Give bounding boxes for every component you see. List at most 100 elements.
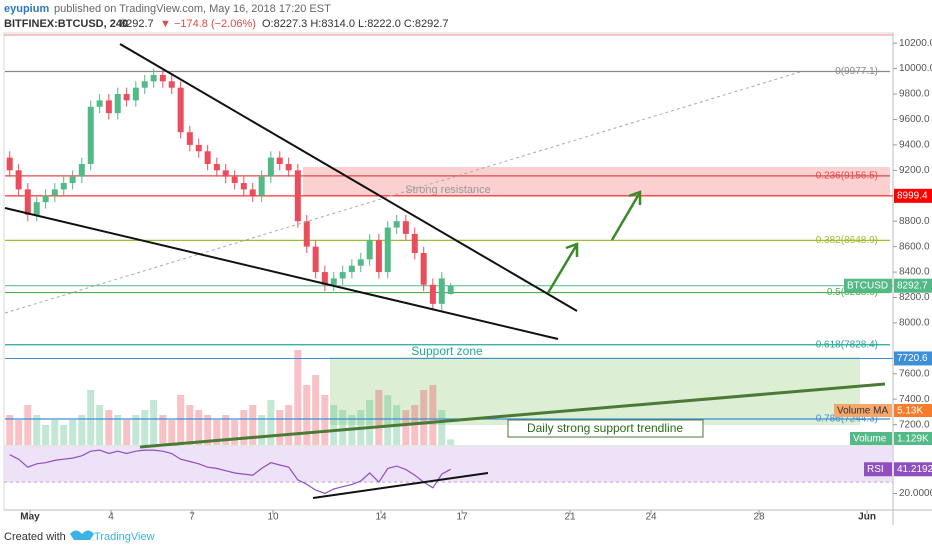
- volume-bar: [132, 415, 140, 445]
- candle-body: [222, 170, 229, 177]
- candle-body: [420, 252, 427, 285]
- rsi-band: [4, 447, 893, 483]
- y-tick-label: 10200.0: [899, 38, 932, 49]
- ohlc: O:8227.3 H:8314.0 L:8222.0 C:8292.7: [262, 18, 449, 30]
- candle-body: [150, 74, 157, 82]
- candle-body: [375, 240, 382, 273]
- candle-body: [258, 176, 265, 196]
- candle-body: [402, 221, 409, 234]
- arrow: [610, 190, 642, 241]
- y-tick-label: 8200.0: [899, 292, 930, 303]
- candle-body: [303, 221, 310, 247]
- volume-bar: [123, 420, 131, 445]
- candle-body: [195, 144, 202, 152]
- volume-bar: [69, 420, 77, 445]
- candle-body: [168, 81, 175, 88]
- last-price: 8292.7: [120, 18, 154, 30]
- volume-bar: [105, 410, 113, 445]
- volume-bar: [96, 405, 104, 445]
- y-tick-label: 7400.0: [899, 394, 930, 405]
- fib-trend-line: [4, 71, 801, 314]
- price-name-box: [844, 278, 892, 293]
- volume-name: Volume: [853, 434, 887, 445]
- fib-label: 0.236(9156.5): [816, 171, 878, 182]
- candle-body: [294, 170, 301, 222]
- y-tick-label: 8600.0: [899, 241, 930, 252]
- candle-body: [321, 272, 328, 285]
- price-label: 8292.7: [897, 280, 928, 291]
- volume-bar: [159, 415, 167, 445]
- x-tick-label: 14: [375, 512, 387, 523]
- candle-body: [60, 183, 67, 190]
- volume-bar: [240, 410, 248, 445]
- rsi-value-box: [894, 462, 932, 477]
- arrow: [546, 242, 579, 294]
- price-name: BTCUSD: [847, 280, 888, 291]
- candle-body: [393, 221, 400, 228]
- volume-bar: [24, 405, 32, 445]
- y-tick-label: 7200.0: [899, 419, 930, 430]
- volume-bar: [339, 410, 347, 445]
- candle-body: [384, 227, 391, 273]
- fib-label: 0.382(8648.9): [816, 235, 878, 246]
- candle-body: [24, 189, 31, 215]
- x-tick-label: 24: [645, 512, 657, 523]
- volume-bar: [78, 415, 86, 445]
- volume-bar: [6, 415, 14, 445]
- volume-bar: [51, 420, 59, 445]
- volume-bar: [168, 420, 176, 445]
- candle-body: [213, 163, 220, 171]
- volume-bar: [294, 350, 302, 445]
- change: ▼ −174.8 (−2.06%): [160, 18, 256, 30]
- volume-bar: [276, 410, 284, 445]
- resistance-zone: [303, 167, 890, 196]
- volume-bar: [60, 425, 68, 445]
- volume-bar: [330, 405, 338, 445]
- volume-bar: [186, 405, 194, 445]
- x-tick-label: 17: [456, 512, 468, 523]
- volume-bar: [15, 420, 23, 445]
- resistance-label: Strong resistance: [405, 184, 491, 196]
- rsi-trend-line: [312, 472, 489, 499]
- candle-body: [348, 265, 355, 273]
- candle-body: [132, 87, 139, 101]
- volume-bar: [384, 395, 392, 445]
- candle-body: [330, 278, 337, 285]
- candle-body: [177, 87, 184, 133]
- volume-bar: [285, 405, 293, 445]
- candle-body: [78, 163, 85, 177]
- candle-body: [267, 157, 274, 177]
- candle-body: [276, 157, 283, 164]
- volume-ma-value: 5.13K: [897, 406, 923, 417]
- candle-body: [339, 272, 346, 279]
- price-label-box: [894, 351, 932, 366]
- volume-value: 1.129K: [897, 434, 929, 445]
- candle-body: [438, 278, 445, 304]
- support-trend-line: [139, 382, 886, 449]
- y-tick-label: 8000.0: [899, 318, 930, 329]
- x-tick-label: 4: [108, 512, 114, 523]
- candle-body: [159, 74, 166, 82]
- candle-body: [33, 202, 40, 215]
- y-tick-label: 9800.0: [899, 89, 930, 100]
- candle-body: [15, 170, 22, 190]
- x-tick-label: 7: [189, 512, 195, 523]
- y-tick-label: 9400.0: [899, 140, 930, 151]
- rsi-name: RSI: [867, 464, 884, 475]
- x-tick-label: May: [20, 512, 40, 523]
- brand-logo: [70, 530, 94, 540]
- y-tick-label: 9200.0: [899, 165, 930, 176]
- candle-body: [186, 132, 193, 145]
- volume-bar: [195, 410, 203, 445]
- candle-body: [447, 285, 454, 295]
- volume-bar: [42, 425, 50, 445]
- volume-bar: [321, 395, 329, 445]
- rsi-tick-label: 20.0000: [899, 488, 932, 499]
- volume-bar: [213, 420, 221, 445]
- rsi-value: 41.2192: [897, 464, 932, 475]
- candle-body: [42, 195, 49, 203]
- candle-body: [123, 94, 130, 101]
- volume-bar: [258, 415, 266, 445]
- y-tick-label: 7600.0: [899, 368, 930, 379]
